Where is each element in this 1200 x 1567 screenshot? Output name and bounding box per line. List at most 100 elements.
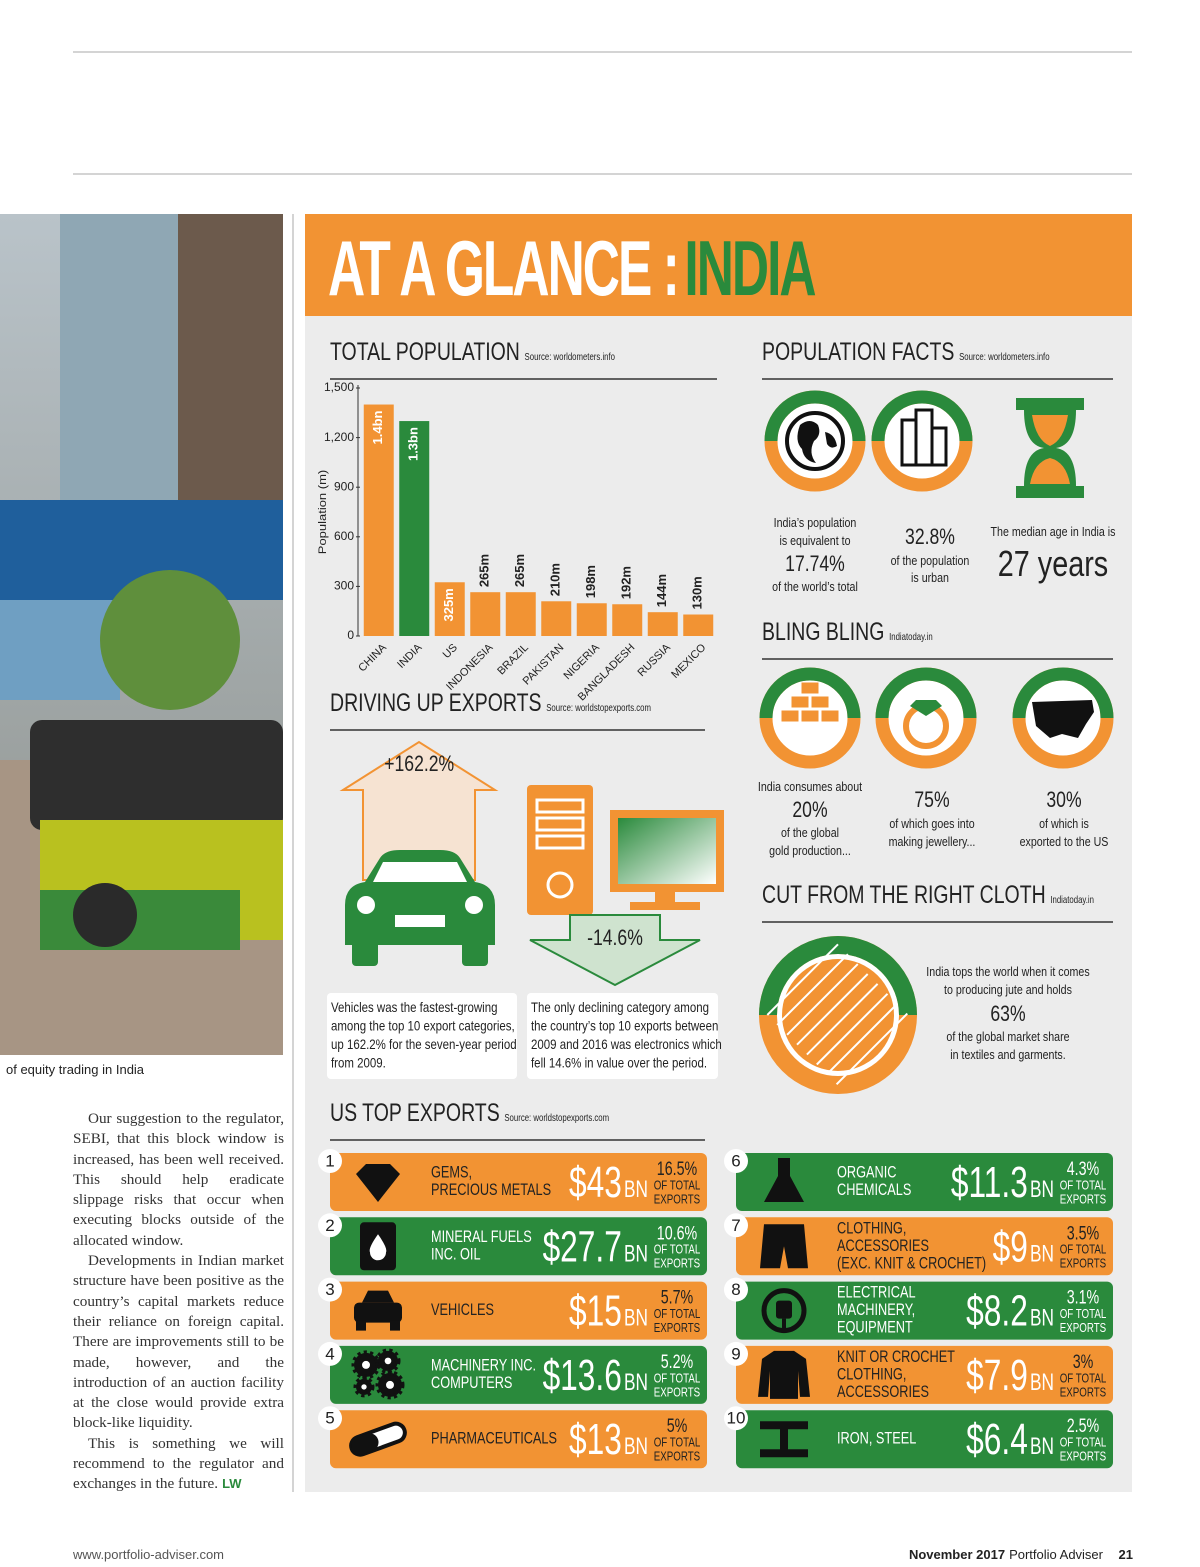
value-amount: $13.6: [543, 1351, 622, 1400]
note-text: the country’s top 10 exports between: [531, 1017, 718, 1033]
photo-caption: of equity trading in India: [6, 1062, 145, 1077]
export-share-note: EXPORTS: [1060, 1450, 1107, 1464]
car-wheel: [390, 1320, 400, 1331]
export-row: [736, 1345, 1113, 1404]
data-label: 1.4bn: [370, 410, 385, 444]
rank: 6: [731, 1151, 740, 1170]
gold-bar-icon: [780, 709, 800, 723]
value-unit: BN: [624, 1176, 648, 1202]
value-unit: BN: [624, 1241, 648, 1267]
weave-line: [825, 1002, 899, 1076]
export-name: INC. OIL: [431, 1245, 481, 1264]
fact-text: exported to the US: [1020, 834, 1109, 849]
export-name: CHEMICALS: [837, 1181, 911, 1200]
footer-masthead: November 2017 Portfolio Adviser: [909, 1547, 1104, 1562]
data-label: 325m: [441, 588, 456, 621]
rank: 5: [325, 1409, 334, 1428]
fact-text: making jewellery...: [889, 834, 976, 849]
paragraph: Our suggestion to the regulator, SEBI, t…: [73, 1110, 284, 1249]
fact-text: of which is: [1039, 816, 1089, 831]
rank: 1: [325, 1151, 334, 1170]
export-share-note: EXPORTS: [654, 1193, 701, 1207]
y-tick-label: 1,200: [324, 430, 354, 444]
export-share-note: OF TOTAL: [1060, 1372, 1107, 1386]
export-value: $15BN: [569, 1287, 648, 1336]
note-text: The only declining category among: [531, 999, 709, 1015]
rank-badge: [318, 1406, 342, 1431]
fact-figure: 32.8%: [905, 525, 955, 549]
gold-bar-icon: [800, 709, 820, 723]
note-text: Vehicles was the fastest-growing: [331, 999, 497, 1015]
export-row: [330, 1153, 707, 1211]
pill-half: [351, 1433, 379, 1455]
usa-map-icon: [1032, 700, 1094, 738]
photo: [0, 214, 283, 1055]
export-name: PRECIOUS METALS: [431, 1181, 551, 1200]
rank: 9: [731, 1344, 740, 1363]
ring-arc: [759, 667, 861, 719]
value-unit: BN: [1030, 1241, 1054, 1267]
bar: [470, 592, 501, 636]
export-row: [736, 1153, 1113, 1211]
fact-text: to producing jute and holds: [944, 982, 1072, 997]
fact-text: India consumes about: [758, 779, 863, 794]
footer-url: www.portfolio-adviser.com: [72, 1547, 224, 1562]
rank: 8: [731, 1280, 740, 1299]
value-amount: $13: [569, 1415, 622, 1464]
section-title: DRIVING UP EXPORTS: [330, 689, 542, 717]
export-share: 3.5%: [1067, 1222, 1100, 1243]
condensed-group: POPULATION FACTS Source: worldometers.inf…: [762, 338, 1050, 366]
page-number: 21: [1119, 1547, 1133, 1562]
hourglass-icon: [1016, 398, 1084, 498]
building-icon: [914, 408, 934, 467]
value-unit: BN: [1030, 1369, 1054, 1395]
fact-text: is equivalent to: [779, 533, 850, 548]
value-unit: BN: [624, 1434, 648, 1460]
paragraph: This is something we will recommend to t…: [73, 1434, 284, 1495]
export-share-note: OF TOTAL: [654, 1179, 701, 1193]
y-tick-label: 0: [347, 628, 354, 642]
condensed-group: BLING BLING Indiatoday.in: [762, 618, 933, 646]
section-source: Source: worldometers.info: [525, 351, 615, 362]
ring-arc: [875, 667, 977, 719]
fact-figure: 27 years: [998, 543, 1108, 584]
condensed-group: Population (m): [316, 470, 329, 554]
export-value: $13.6BN: [543, 1351, 648, 1400]
export-share: 16.5%: [657, 1158, 697, 1179]
bar: [576, 603, 607, 636]
fact-text: gold production...: [769, 843, 851, 858]
export-row: [330, 1345, 707, 1404]
export-share-note: OF TOTAL: [1060, 1244, 1107, 1258]
condensed-group: AT A GLANCE :INDIA: [328, 225, 817, 312]
weave-icon: [782, 959, 894, 1071]
signoff: LW: [222, 1476, 242, 1492]
masthead-title-b: INDIA: [684, 225, 815, 312]
condensed-group: CUT FROM THE RIGHT CLOTH Indiatoday.in: [762, 881, 1094, 909]
export-name: ACCESSORIES: [837, 1236, 929, 1255]
ring-arc: [764, 390, 866, 442]
export-value: $7.9BN: [966, 1351, 1054, 1400]
export-value: $11.3BN: [951, 1158, 1054, 1207]
export-row: [330, 1281, 707, 1340]
data-label: 198m: [583, 565, 598, 598]
flask-icon: [764, 1158, 804, 1202]
fact-text: in textiles and garments.: [950, 1047, 1065, 1062]
export-share-note: OF TOTAL: [654, 1436, 701, 1450]
section-heading: BLING BLING Indiatoday.in: [762, 618, 933, 646]
export-name: ACCESSORIES: [837, 1382, 929, 1401]
export-share-note: EXPORTS: [654, 1450, 701, 1464]
value-unit: BN: [1030, 1305, 1054, 1331]
banner: [305, 214, 1132, 316]
rank-badge: [724, 1277, 748, 1302]
rank-badge: [724, 1213, 748, 1238]
export-value: $27.7BN: [543, 1222, 648, 1271]
rank-badge: [318, 1277, 342, 1302]
gear-hole: [361, 1384, 367, 1390]
section-heading: DRIVING UP EXPORTS Source: worldstopexpor…: [330, 689, 651, 717]
rank-badge: [724, 1149, 748, 1173]
article: Our suggestion to the regulator, SEBI, t…: [73, 1109, 284, 1495]
bar: [647, 612, 678, 636]
change-label: -14.6%: [587, 926, 643, 950]
